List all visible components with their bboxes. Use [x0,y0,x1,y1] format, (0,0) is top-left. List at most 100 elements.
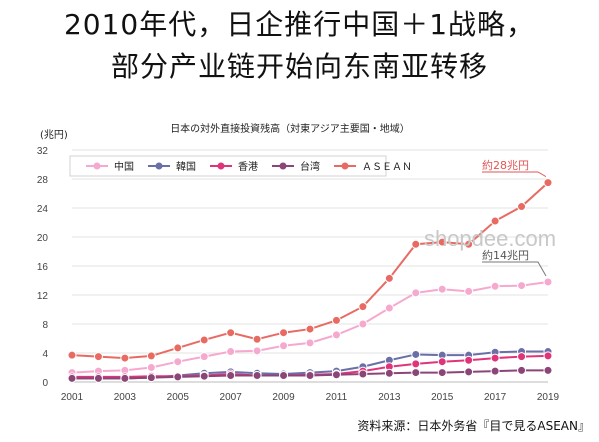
x-tick-label: 2015 [431,392,454,403]
data-point [490,366,500,376]
x-axis-ticks: 2001 2003 2005 2007 2009 2011 2013 2015 2017 2019 [61,392,560,403]
data-point [226,370,236,380]
legend-swatch-marker [217,162,225,170]
data-point [199,335,209,345]
legend-swatch-marker [279,162,287,170]
y-tick-label: 16 [37,262,49,273]
data-point [437,237,447,247]
x-tick-label: 2001 [61,392,84,403]
data-point [252,346,262,356]
data-point [411,349,421,359]
source-note: 资料来源：日本外务省『目で見るASEAN』 [357,418,590,433]
x-tick-label: 2009 [272,392,295,403]
y-tick-label: 8 [42,320,48,331]
data-point [226,328,236,338]
y-tick-label: 20 [37,233,49,244]
data-point [437,284,447,294]
data-point [437,368,447,378]
data-point [199,371,209,381]
y-tick-label: 28 [37,175,49,186]
legend-swatch-marker [93,162,101,170]
y-tick-label: 0 [42,378,48,389]
data-point [490,216,500,226]
data-point [173,372,183,382]
data-point [464,367,474,377]
legend-item: 台湾 [272,160,320,173]
data-point [173,343,183,353]
y-tick-label: 4 [42,349,48,360]
x-tick-label: 2005 [167,392,190,403]
annotation-asean-leader [482,171,547,178]
legend-label: ＡＳＥＡＮ [362,162,412,173]
data-point [358,319,368,329]
data-point [543,365,553,375]
data-point [464,355,474,365]
x-tick-label: 2003 [114,392,137,403]
x-tick-label: 2017 [484,392,507,403]
data-point [490,353,500,363]
data-point [384,273,394,283]
data-point [199,352,209,362]
data-point [305,324,315,334]
legend-swatch-marker [341,162,349,170]
data-point [517,202,527,212]
y-tick-label: 24 [37,204,49,215]
data-point [411,239,421,249]
data-point [252,334,262,344]
annotation-asean-label: 約28兆円 [482,158,529,172]
x-tick-label: 2007 [220,392,243,403]
data-point [305,338,315,348]
data-point [279,328,289,338]
legend-label: 台湾 [300,160,320,173]
data-point [279,341,289,351]
data-point [517,352,527,362]
data-point [252,370,262,380]
series-ＡＳＥＡＮ [67,178,553,363]
data-point [517,281,527,291]
x-tick-label: 2013 [378,392,401,403]
data-point [331,315,341,325]
legend-item: 中国 [86,160,134,173]
series-layer [67,178,553,383]
annotation-china-label: 約14兆円 [482,248,529,262]
data-point [543,277,553,287]
data-point [93,352,103,362]
data-point [464,239,474,249]
data-point [305,370,315,380]
headline-line-2: 部分产业链开始向东南亚转移 [110,50,488,83]
data-point [93,373,103,383]
y-tick-label: 12 [37,291,49,302]
data-point [331,370,341,380]
x-tick-label: 2019 [537,392,560,403]
y-axis-ticks: 0 4 8 12 16 20 24 28 32 [37,146,49,389]
data-point [279,370,289,380]
chart-title: 日本の対外直接投資残高（対東アジア主要国・地域） [170,122,410,135]
data-point [67,350,77,360]
legend-item: 韓国 [148,161,196,173]
data-point [146,373,156,383]
data-point [146,363,156,372]
headline-line-1: 2010年代，日企推行中国＋1战略， [63,8,536,41]
y-unit-label: (兆円) [40,129,68,141]
data-point [120,353,130,363]
data-point [411,368,421,378]
data-point [464,286,474,296]
data-point [411,288,421,298]
data-point [146,351,156,361]
legend-label: 韓国 [176,161,196,173]
data-point [517,365,527,375]
data-point [331,330,341,340]
series-台湾 [67,365,553,383]
data-point [384,303,394,313]
watermark-text: shopdee.com [424,226,556,251]
data-point [411,359,421,369]
legend-item: 香港 [210,161,258,173]
data-point [437,357,447,367]
legend-label: 中国 [114,160,134,173]
data-point [226,347,236,357]
annotation-china-leader [482,261,547,277]
legend-label: 香港 [238,161,258,173]
data-point [358,369,368,379]
